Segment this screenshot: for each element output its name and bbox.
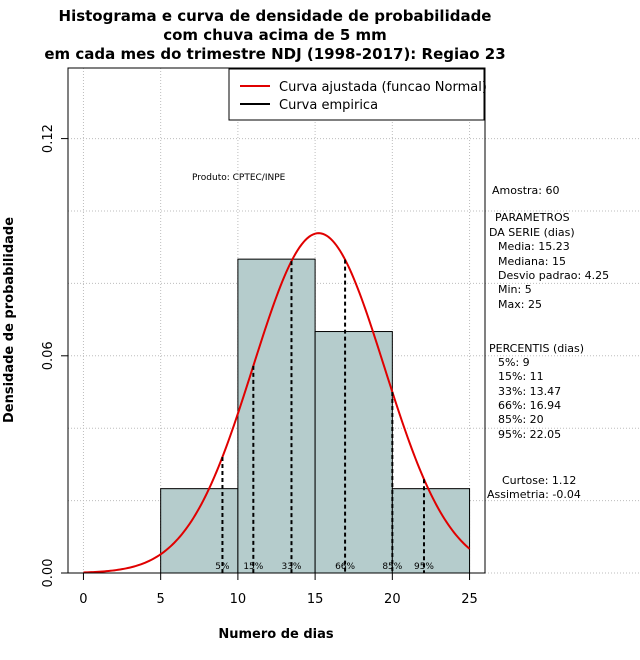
x-tick-label-1: 5	[157, 592, 165, 607]
assimetria: Assimetria: -0.04	[487, 488, 581, 501]
histogram-bar-2	[314, 331, 393, 574]
histogram-bar-0	[160, 488, 239, 574]
percentil-15: 15%: 11	[498, 370, 544, 383]
param-media: Media: 15.23	[498, 240, 570, 253]
percentil-66: 66%: 16.94	[498, 399, 561, 412]
percentil-33: 33%: 13.47	[498, 385, 561, 398]
percentile-lines: 5% 15% 33% 66% 85% 95%	[215, 259, 434, 573]
y-tick-label-0: 0.00	[41, 559, 56, 588]
percentil-5: 5%: 9	[498, 356, 530, 369]
param-max: Max: 25	[498, 298, 542, 311]
percentile-label-3: 66%	[335, 562, 355, 572]
legend-label-normal: Curva ajustada (funcao Normal)	[279, 80, 487, 95]
legend: Curva ajustada (funcao Normal) Curva emp…	[228, 68, 487, 121]
y-tick-label-2: 0.12	[41, 124, 56, 153]
y-axis-label: Densidade de probabilidade	[2, 217, 17, 423]
x-axis-label: Numero de dias	[218, 627, 334, 642]
percentil-95: 95%: 22.05	[498, 428, 561, 441]
histogram-bar-3	[391, 488, 471, 574]
x-axis: 0 5 10 15 20 25	[79, 572, 478, 607]
param-mediana: Mediana: 15	[498, 255, 566, 268]
percentile-label-1: 15%	[243, 562, 263, 572]
chart-title-line-1: Histograma e curva de densidade de proba…	[59, 7, 492, 25]
percentile-label-4: 85%	[382, 562, 402, 572]
product-annotation: Produto: CPTEC/INPE	[192, 173, 286, 183]
y-axis: 0.00 0.06 0.12	[41, 124, 69, 588]
x-tick-label-3: 15	[307, 592, 324, 607]
x-tick-label-0: 0	[79, 592, 87, 607]
chart-title-line-3: em cada mes do trimestre NDJ (1998-2017)…	[44, 45, 505, 63]
histogram-bars	[160, 258, 471, 574]
normal-curve	[83, 232, 471, 574]
percentile-label-0: 5%	[215, 562, 230, 572]
chart-title-line-2: com chuva acima de 5 mm	[163, 26, 387, 44]
percentis-title: PERCENTIS (dias)	[489, 342, 584, 355]
sample-size: Amostra: 60	[492, 184, 559, 197]
y-tick-label-1: 0.06	[41, 341, 56, 370]
params-title-1: PARAMETROS	[495, 211, 570, 224]
percentile-label-5: 95%	[414, 562, 434, 572]
x-tick-label-2: 10	[230, 592, 247, 607]
params-title-2: DA SERIE (dias)	[489, 226, 575, 239]
percentil-85: 85%: 20	[498, 413, 544, 426]
x-tick-label-4: 20	[384, 592, 401, 607]
normal-curve-layer	[83, 232, 471, 574]
legend-label-empirical: Curva empirica	[279, 98, 378, 113]
side-panel: Amostra: 60 PARAMETROS DA SERIE (dias) M…	[487, 184, 609, 501]
param-min: Min: 5	[498, 283, 532, 296]
histogram-bar-1	[237, 258, 316, 574]
percentile-label-2: 33%	[281, 562, 301, 572]
x-tick-label-5: 25	[461, 592, 478, 607]
param-desvio: Desvio padrao: 4.25	[498, 269, 609, 282]
curtose: Curtose: 1.12	[502, 474, 576, 487]
legend-box	[228, 68, 485, 121]
